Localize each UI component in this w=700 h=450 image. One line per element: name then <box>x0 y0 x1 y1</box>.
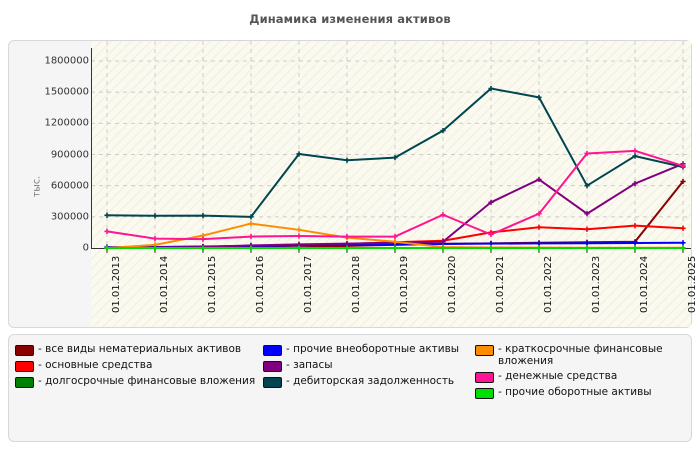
legend-label: - основные средства <box>38 359 153 371</box>
legend-swatch-icon <box>475 372 494 383</box>
x-tick-label: 01.01.2018 <box>351 255 362 313</box>
series-line-7 <box>104 148 686 242</box>
legend-swatch-icon <box>263 377 282 388</box>
legend-label: - краткосрочные финансовые вложения <box>498 343 663 367</box>
legend-item-dolgosrochnye-fin-vlozheniya[interactable]: - долгосрочные финансовые вложения <box>15 375 263 388</box>
legend-column-3: - краткосрочные финансовые вложения - ден… <box>475 343 691 441</box>
legend-column-1: - все виды нематериальных активов - основ… <box>15 343 263 441</box>
legend-item-denezhnye-sredstva[interactable]: - денежные средства <box>475 370 691 383</box>
legend-item-kratkosrochnye-fin-vlozheniya[interactable]: - краткосрочные финансовые вложения <box>475 343 691 367</box>
series-lines <box>104 85 686 251</box>
y-tick-label: 1200000 <box>44 117 89 129</box>
legend-label: - прочие оборотные активы <box>498 386 652 398</box>
legend-label: - все виды нематериальных активов <box>38 343 242 355</box>
y-tick-label: 900000 <box>50 149 89 160</box>
legend-swatch-icon <box>263 345 282 356</box>
y-tick-label: 0 <box>82 242 89 254</box>
chart-card: тыс. 1800000 1500000 1200000 900000 600000 30… <box>8 40 692 328</box>
legend-card: - все виды нематериальных активов - основ… <box>8 334 692 442</box>
legend-item-osnovnye-sredstva[interactable]: - основные средства <box>15 359 263 372</box>
legend-item-prochie-vneoborotnye-aktivy[interactable]: - прочие внеоборотные активы <box>263 343 475 356</box>
series-line-8 <box>104 245 686 251</box>
x-tick-label: 01.01.2017 <box>303 255 314 313</box>
x-tick-label: 01.01.2024 <box>639 255 650 313</box>
x-tick-label: 01.01.2022 <box>543 255 554 313</box>
x-tick-label: 01.01.2016 <box>255 255 266 313</box>
legend-column-2: - прочие внеоборотные активы - запасы - де… <box>263 343 475 441</box>
legend-swatch-icon <box>15 361 34 372</box>
x-tick-label: 01.01.2015 <box>207 255 218 313</box>
y-tick-label: 1800000 <box>44 55 89 67</box>
x-tick-label: 01.01.2021 <box>495 255 506 313</box>
x-axis-ticks: 01.01.2013 01.01.2014 01.01.2015 01.01.2016… <box>0 0 700 313</box>
gridlines <box>91 41 691 248</box>
legend-label: - долгосрочные финансовые вложения <box>38 375 256 387</box>
x-tick-label: 01.01.2013 <box>111 255 122 313</box>
legend-swatch-icon <box>475 345 494 356</box>
legend-item-prochie-oborotnye-aktivy[interactable]: - прочие оборотные активы <box>475 386 691 399</box>
legend-swatch-icon <box>475 388 494 399</box>
series-line-5 <box>104 85 686 220</box>
page-title: Динамика изменения активов <box>249 12 451 26</box>
legend-label: - дебиторская задолженность <box>286 375 455 387</box>
y-tick-label: 300000 <box>50 211 89 223</box>
legend-swatch-icon <box>15 377 34 388</box>
legend-swatch-icon <box>15 345 34 356</box>
x-tick-label: 01.01.2025 <box>687 255 698 313</box>
y-axis-ticks: 1800000 1500000 1200000 900000 600000 300000 0 <box>17 41 89 329</box>
x-tick-label: 01.01.2019 <box>399 255 410 313</box>
x-tick-label: 01.01.2023 <box>591 255 602 313</box>
x-tick-label: 01.01.2020 <box>447 255 458 313</box>
legend: - все виды нематериальных активов - основ… <box>9 335 691 441</box>
x-tick-label: 01.01.2014 <box>159 255 170 313</box>
y-tick-label: 600000 <box>50 180 89 192</box>
y-tick-label: 1500000 <box>44 86 89 98</box>
legend-label: - денежные средства <box>498 370 618 382</box>
legend-label: - прочие внеоборотные активы <box>286 343 460 355</box>
legend-label: - запасы <box>286 359 333 371</box>
legend-item-zapasy[interactable]: - запасы <box>263 359 475 372</box>
plot-area <box>91 41 691 327</box>
legend-swatch-icon <box>263 361 282 372</box>
legend-item-nma[interactable]: - все виды нематериальных активов <box>15 343 263 356</box>
legend-item-debitorskaya-zadolzhennost[interactable]: - дебиторская задолженность <box>263 375 475 388</box>
